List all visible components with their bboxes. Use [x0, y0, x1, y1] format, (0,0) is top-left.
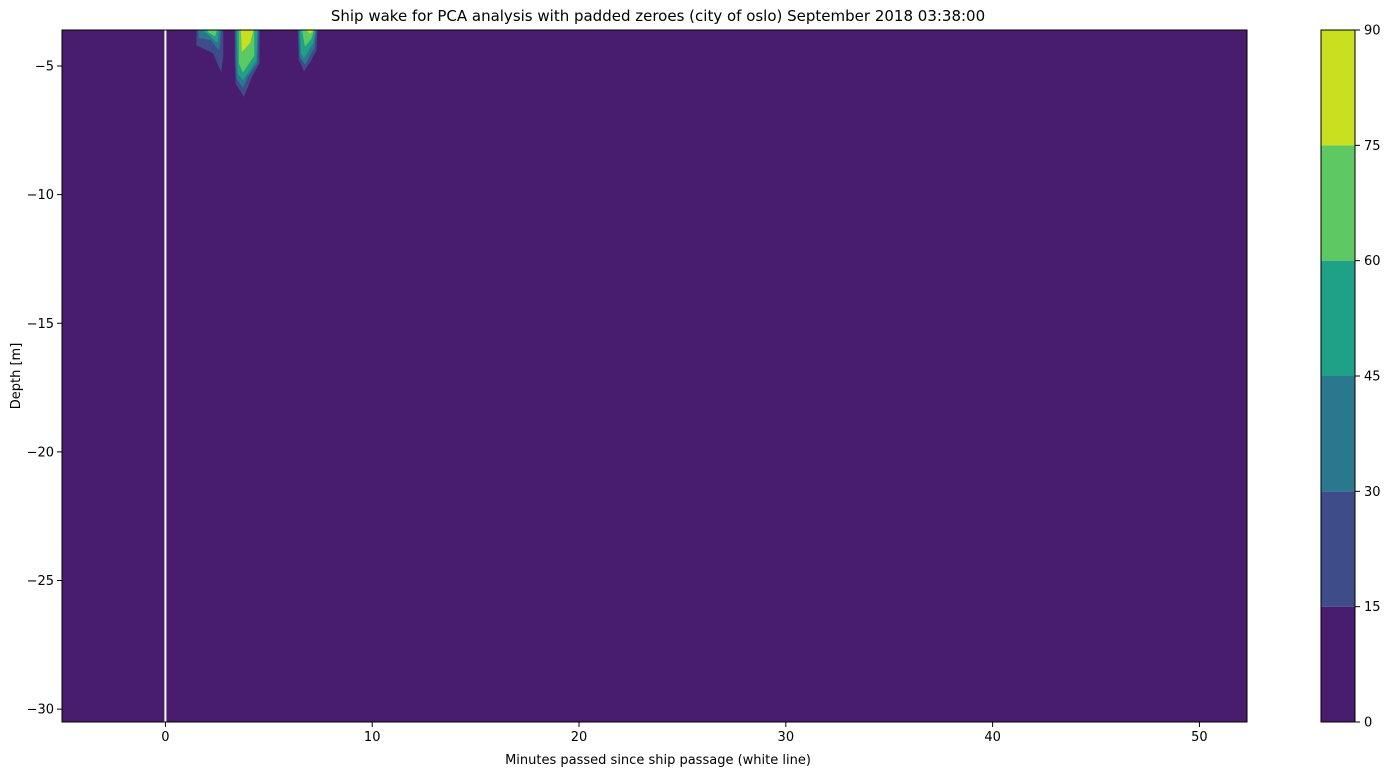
plot-area — [61, 29, 1248, 723]
colorbar-tick-label: 90 — [1364, 24, 1381, 39]
colorbar-band — [1321, 30, 1355, 146]
x-tick-label: 20 — [571, 730, 588, 745]
x-tick-label: 50 — [1191, 730, 1208, 745]
wake-contour-2-level-5 — [306, 30, 314, 34]
contour-fills — [196, 30, 318, 97]
plot-background — [62, 30, 1247, 722]
colorbar-tick-label: 15 — [1364, 600, 1381, 615]
wake-contour-0-level-4 — [206, 30, 218, 37]
wake-contour-1-level-5 — [240, 30, 254, 52]
x-tick-label: 30 — [778, 730, 795, 745]
y-tick-label: −5 — [35, 60, 54, 75]
colorbar-tick-label: 75 — [1364, 139, 1381, 154]
x-axis: 0 10 20 30 40 50 — [161, 722, 1208, 745]
y-tick-label: −15 — [27, 317, 54, 332]
y-tick-label: −30 — [27, 703, 54, 718]
colorbar-tick-label: 60 — [1364, 254, 1381, 269]
y-tick-label: −25 — [27, 574, 54, 589]
chart-title: Ship wake for PCA analysis with padded z… — [331, 7, 985, 25]
colorbar-band — [1321, 491, 1355, 607]
colorbar: 0 15 30 45 60 75 90 — [1320, 24, 1381, 731]
colorbar-tick-label: 0 — [1364, 716, 1372, 731]
colorbar-band — [1321, 145, 1355, 261]
y-tick-label: −20 — [27, 445, 54, 460]
y-axis: −5 −10 −15 −20 −25 −30 — [27, 60, 62, 718]
colorbar-band — [1321, 376, 1355, 492]
x-axis-title: Minutes passed since ship passage (white… — [505, 753, 811, 768]
plot-frame — [61, 29, 1248, 723]
wake-contour-2-level-4 — [301, 30, 315, 47]
x-tick-label: 10 — [364, 730, 381, 745]
colorbar-band — [1321, 606, 1355, 722]
colorbar-tick-label: 45 — [1364, 370, 1381, 385]
colorbar-band — [1321, 260, 1355, 376]
y-axis-title: Depth [m] — [9, 343, 24, 410]
x-tick-label: 40 — [984, 730, 1001, 745]
y-tick-label: −10 — [27, 188, 54, 203]
colorbar-tick-label: 30 — [1364, 485, 1381, 500]
x-tick-label: 0 — [161, 730, 169, 745]
